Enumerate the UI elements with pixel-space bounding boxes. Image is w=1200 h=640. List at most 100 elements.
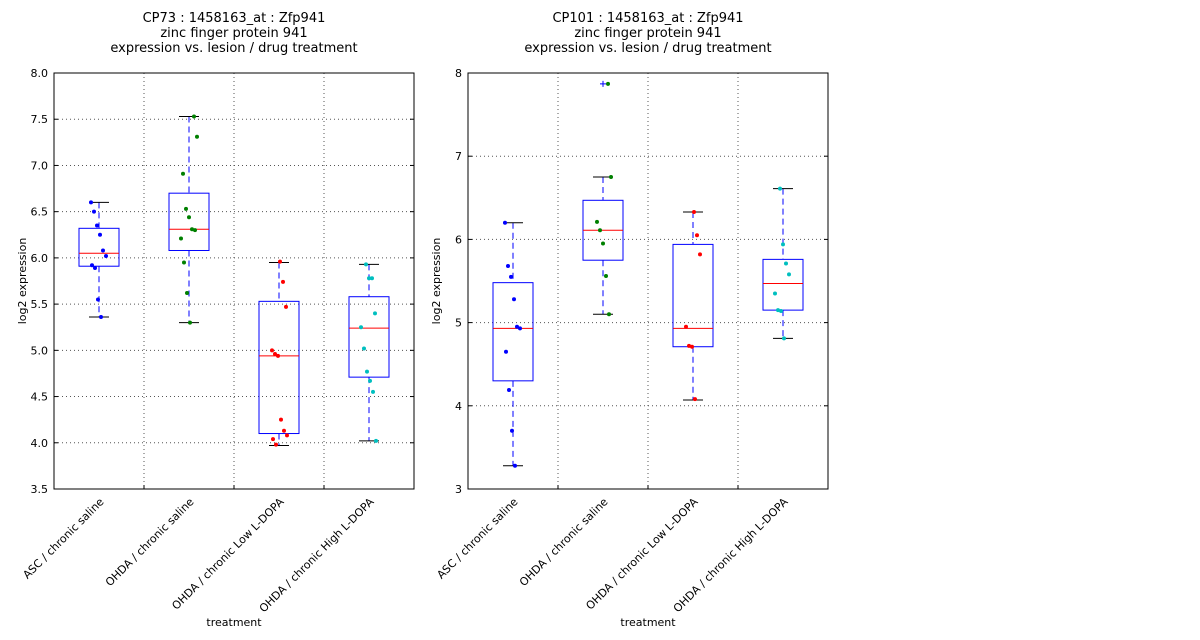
data-point [692,209,696,214]
data-point [104,254,108,259]
chart-title: CP73 : 1458163_at : Zfp941 [143,11,326,26]
data-point [690,344,694,349]
x-tick-label: ASC / chronic saline [20,495,106,581]
data-point [513,463,517,468]
data-point [278,259,282,264]
data-point [274,442,278,447]
x-tick-label: OHDA / chronic saline [103,495,197,589]
data-point [609,175,613,179]
data-point [285,433,289,438]
y-tick-label: 3.5 [31,483,49,496]
data-point [687,343,691,348]
data-point [778,186,782,191]
data-point [190,227,194,232]
data-point [503,220,507,225]
data-point [187,215,191,220]
data-point [101,248,105,253]
data-point [695,233,699,238]
data-point [92,209,96,214]
box-4 [762,186,804,341]
data-point [506,264,510,269]
chart-title: zinc finger protein 941 [160,26,307,41]
data-point [185,291,189,296]
y-tick-label: 3 [455,483,462,496]
data-point [282,428,286,433]
data-point [698,252,702,257]
y-tick-label: 7.5 [31,113,49,126]
data-point [374,438,378,443]
data-point [504,349,508,354]
data-point [270,348,274,353]
box-iqr [78,227,120,267]
data-point [512,297,516,302]
data-point [359,325,363,330]
chart-title: expression vs. lesion / drug treatment [524,41,771,56]
y-tick-label: 4 [455,400,462,413]
data-point [362,346,366,351]
y-tick-label: 5 [455,317,462,330]
x-tick-label: ASC / chronic saline [434,495,520,581]
data-point [93,266,97,271]
data-point [684,324,688,329]
y-tick-label: 8 [455,67,462,80]
data-point [598,228,602,233]
y-tick-label: 7 [455,150,462,163]
x-tick-label: OHDA / chronic saline [517,495,611,589]
data-point [509,274,513,279]
data-point [779,308,783,313]
data-point [373,311,377,316]
data-point [693,397,697,402]
data-point [784,261,788,266]
data-point [188,320,192,325]
box-2 [168,114,210,325]
chart-title: expression vs. lesion / drug treatment [110,41,357,56]
y-axis-label: log2 expression [16,238,29,325]
data-point [782,336,786,341]
y-tick-label: 6 [455,233,462,246]
box-3 [672,209,714,402]
outlier-marker [600,80,606,87]
y-axis-label: log2 expression [430,238,443,325]
data-point [515,324,519,329]
data-point [364,262,368,267]
data-point [95,223,99,228]
y-tick-label: 7.0 [31,159,49,172]
y-tick-label: 5.5 [31,298,49,311]
data-point [184,206,188,211]
box-iqr [168,192,210,251]
data-point [776,308,780,313]
x-axis-label: treatment [206,616,262,629]
box-3 [258,259,300,447]
data-point [507,387,511,392]
data-point [192,114,196,119]
data-point [601,241,605,246]
y-tick-label: 6.0 [31,252,49,265]
y-tick-label: 6.5 [31,206,49,219]
data-point [182,260,186,265]
data-point [181,171,185,176]
data-point [279,417,283,422]
data-point [773,291,777,296]
box-4 [348,262,390,443]
data-point [90,263,94,268]
data-point [195,134,199,139]
data-point [271,437,275,442]
data-point [193,228,197,233]
box-2 [582,80,624,317]
y-tick-label: 4.0 [31,437,49,450]
data-point [787,272,791,277]
data-point [365,369,369,374]
data-point [99,315,103,320]
y-tick-label: 4.5 [31,391,49,404]
axes-frame [467,72,829,490]
data-point [510,428,514,433]
box-iqr [672,243,714,348]
box-1 [492,220,534,468]
data-point [606,81,610,86]
data-point [179,236,183,241]
box-1 [78,200,120,320]
data-point [604,274,608,279]
data-point [281,279,285,284]
